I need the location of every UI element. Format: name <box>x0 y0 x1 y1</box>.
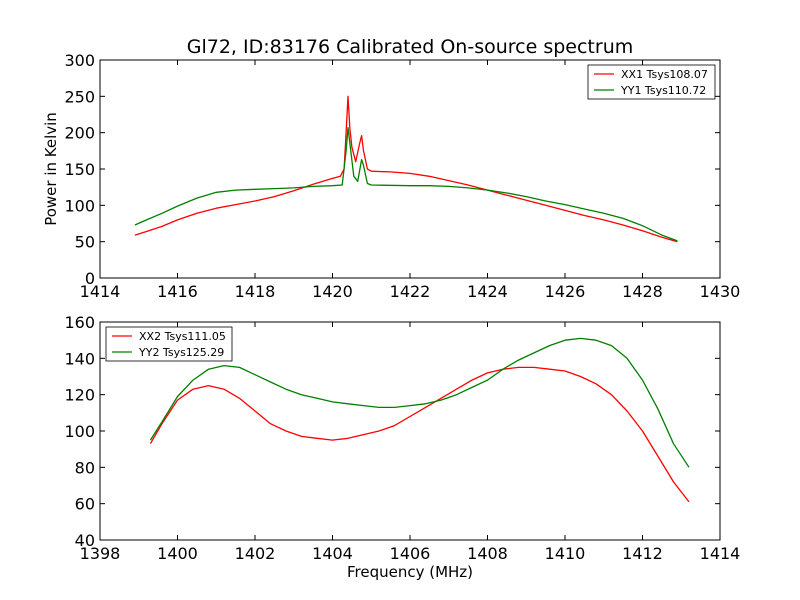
y-tick-label: 300 <box>64 51 95 70</box>
legend: XX2 Tsys111.05 YY2 Tsys125.29 <box>105 326 233 362</box>
series-line-1 <box>149 366 690 503</box>
x-tick-label: 1414 <box>700 544 741 563</box>
y-tick-label: 140 <box>64 349 95 368</box>
x-tick-label: 1416 <box>157 282 198 301</box>
y-tick-label: 100 <box>64 422 95 441</box>
legend-label: XX1 Tsys108.07 <box>621 68 708 81</box>
y-tick-label: 250 <box>64 87 95 106</box>
y-tick-label: 40 <box>75 531 95 550</box>
y-tick-label: 120 <box>64 386 95 405</box>
y-tick-label: 200 <box>64 124 95 143</box>
legend-label: YY1 Tsys110.72 <box>620 84 706 97</box>
series-line-1 <box>134 95 678 243</box>
x-tick-label: 1424 <box>467 282 508 301</box>
x-tick-label: 1402 <box>235 544 276 563</box>
x-tick-label: 1428 <box>622 282 663 301</box>
x-tick-label: 1404 <box>312 544 353 563</box>
legend: XX1 Tsys108.07 YY1 Tsys110.72 <box>587 64 716 100</box>
y-tick-label: 160 <box>64 313 95 332</box>
x-tick-label: 1426 <box>545 282 586 301</box>
legend-label: XX2 Tsys111.05 <box>139 330 226 343</box>
y-tick-label: 0 <box>85 269 95 288</box>
y-tick-label: 150 <box>64 160 95 179</box>
x-tick-label: 1410 <box>545 544 586 563</box>
y-tick-label: 60 <box>75 495 95 514</box>
y-tick-label: 80 <box>75 458 95 477</box>
legend-label: YY2 Tsys125.29 <box>138 346 224 359</box>
x-tick-label: 1408 <box>467 544 508 563</box>
bottom-panel: 1398 1400 1402 1404 1406 1408 1410 1412 1414 40 60… <box>64 313 740 563</box>
chart-title: Gl72, ID:83176 Calibrated On-source spec… <box>187 36 634 58</box>
x-tick-label: 1430 <box>700 282 741 301</box>
x-tick-label: 1422 <box>390 282 431 301</box>
legend-box <box>587 64 716 100</box>
legend-box <box>105 326 233 362</box>
y-tick-label: 50 <box>75 233 95 252</box>
y-axis-label: Power in Kelvin <box>42 112 60 226</box>
x-axis-label: Frequency (MHz) <box>347 563 473 581</box>
top-panel: 1414 1416 1418 1420 1422 1424 1426 1428 1430 0 50 1… <box>64 51 740 301</box>
x-tick-label: 1398 <box>80 544 121 563</box>
series-line-2 <box>134 126 678 242</box>
series-line-2 <box>149 337 690 468</box>
x-tick-label: 1406 <box>390 544 431 563</box>
x-tick-label: 1420 <box>312 282 353 301</box>
x-tick-label: 1418 <box>235 282 276 301</box>
x-tick-label: 1412 <box>622 544 663 563</box>
x-tick-label: 1400 <box>157 544 198 563</box>
x-tick-label: 1414 <box>80 282 121 301</box>
y-tick-label: 100 <box>64 196 95 215</box>
